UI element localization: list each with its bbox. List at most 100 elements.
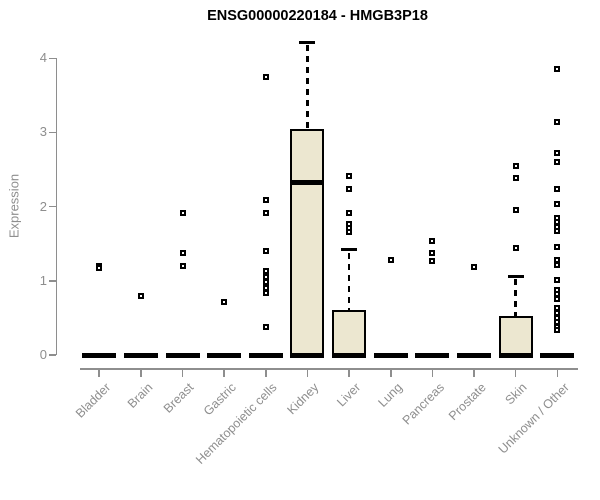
x-axis-category-label: Gastric <box>200 380 239 419</box>
zero-median-bar <box>415 352 450 358</box>
outlier-point <box>262 196 269 203</box>
x-axis-line <box>80 368 578 370</box>
outlier-point <box>554 159 561 166</box>
zero-median-bar <box>498 352 533 358</box>
y-tick-label: 3 <box>39 124 47 140</box>
outlier-point <box>179 262 186 269</box>
x-axis-category-label: Brain <box>124 380 156 411</box>
x-axis-category-label: Pancreas <box>399 380 447 428</box>
x-axis-tick <box>390 368 392 377</box>
y-axis-tick <box>48 205 56 208</box>
x-axis-tick <box>348 368 350 377</box>
y-axis-tick <box>48 280 56 282</box>
x-axis-tick <box>223 368 225 377</box>
outlier-point <box>429 257 436 264</box>
outlier-point <box>262 248 269 255</box>
x-axis-category-label: Kidney <box>284 380 322 418</box>
outlier-point <box>554 119 561 126</box>
outlier-point <box>346 173 353 180</box>
outlier-point <box>262 210 269 217</box>
zero-median-bar <box>290 352 325 358</box>
outlier-point <box>471 263 478 270</box>
y-tick-label: 2 <box>39 198 47 214</box>
outlier-point <box>554 295 561 302</box>
x-axis-tick <box>306 368 309 377</box>
outlier-point <box>554 244 561 251</box>
x-axis-category-label: Hematopoietic cells <box>193 380 281 467</box>
zero-median-bar <box>82 352 117 358</box>
zero-median-bar <box>540 352 575 358</box>
outlier-point <box>346 209 353 216</box>
x-axis-tick <box>98 368 100 377</box>
y-tick-label: 1 <box>39 272 47 288</box>
outlier-point <box>554 309 561 316</box>
x-axis-tick <box>431 368 434 377</box>
outlier-point <box>262 279 269 286</box>
whisker-cap <box>299 40 316 44</box>
outlier-point <box>387 257 394 264</box>
outlier-point <box>512 245 519 252</box>
upper-whisker <box>514 279 517 317</box>
zero-median-bar <box>123 352 158 358</box>
outlier-point <box>554 261 561 268</box>
outlier-point <box>221 298 228 305</box>
outlier-point <box>554 66 561 73</box>
median-line <box>290 179 325 185</box>
x-axis-tick <box>556 368 559 377</box>
outlier-point <box>512 162 519 169</box>
x-axis-tick <box>473 368 475 377</box>
x-axis-tick <box>140 368 142 377</box>
x-axis-category-label: Lung <box>375 380 405 410</box>
outlier-point <box>554 149 561 156</box>
outlier-point <box>512 206 519 213</box>
whisker-cap <box>341 248 358 252</box>
whisker-cap <box>507 274 524 278</box>
outlier-point <box>346 228 353 235</box>
y-tick-label: 4 <box>39 50 47 66</box>
zero-median-bar <box>457 352 492 358</box>
x-axis-tick <box>181 368 184 377</box>
chart-title: ENSG00000220184 - HMGB3P18 <box>207 8 428 24</box>
zero-median-bar <box>165 352 200 358</box>
x-axis-tick <box>514 368 517 377</box>
zero-median-bar <box>332 352 367 358</box>
x-axis-category-label: Bladder <box>73 380 114 421</box>
outlier-point <box>554 228 561 235</box>
outlier-point <box>554 200 561 207</box>
outlier-point <box>179 249 186 256</box>
outlier-point <box>512 174 519 181</box>
zero-median-bar <box>373 352 408 358</box>
outlier-point <box>262 73 269 80</box>
y-axis-tick <box>48 354 56 356</box>
x-axis-category-label: Skin <box>502 380 530 408</box>
outlier-point <box>262 268 269 275</box>
y-axis-tick <box>48 57 56 60</box>
x-axis-category-label: Breast <box>161 380 197 416</box>
upper-whisker <box>306 45 309 129</box>
zero-median-bar <box>207 352 242 358</box>
outlier-point <box>137 292 144 299</box>
y-axis-tick <box>48 131 56 134</box>
outlier-point <box>96 265 103 272</box>
outlier-point <box>429 249 436 256</box>
outlier-point <box>554 277 561 284</box>
outlier-point <box>262 289 269 296</box>
upper-whisker <box>347 252 351 310</box>
x-axis-category-label: Liver <box>334 380 364 410</box>
zero-median-bar <box>248 352 283 358</box>
outlier-point <box>554 185 561 192</box>
box <box>498 316 533 358</box>
outlier-point <box>554 326 561 333</box>
y-axis-line <box>55 58 57 355</box>
y-tick-label: 0 <box>39 347 47 362</box>
x-axis-tick <box>265 368 267 377</box>
box <box>290 128 325 358</box>
x-axis-category-label: Prostate <box>445 380 489 424</box>
outlier-point <box>262 274 269 281</box>
outlier-point <box>429 237 436 244</box>
outlier-point <box>262 323 269 330</box>
outlier-point <box>179 209 186 216</box>
outlier-point <box>346 185 353 192</box>
